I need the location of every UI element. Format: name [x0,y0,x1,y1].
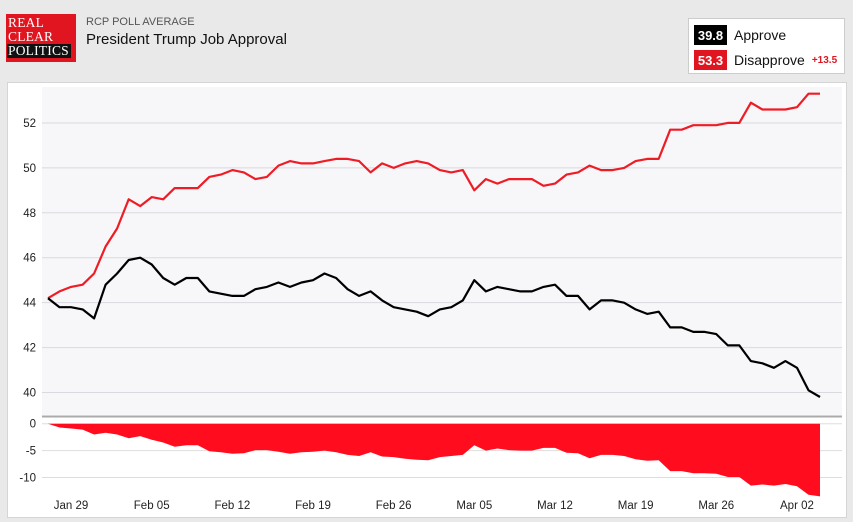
x-tick-label: Mar 19 [618,500,654,512]
logo-line-2: CLEAR [8,29,54,44]
disapprove-line [47,92,820,300]
approve-line [47,256,821,398]
x-tick-label: Apr 02 [780,500,814,512]
spread-value: +13.5 [811,54,838,66]
y-tick-label: 44 [23,298,36,310]
legend-disapprove: 53.3 Disapprove +13.5 [694,50,837,70]
legend: 39.8 Approve 53.3 Disapprove +13.5 [688,18,845,74]
x-tick-label: Feb 26 [376,500,412,512]
disapprove-value-badge: 53.3 [694,50,727,70]
spread-y-tick-label: -10 [19,473,36,485]
spread-area [48,423,820,497]
rcp-logo[interactable]: REAL CLEAR POLITICS [6,14,76,62]
y-tick-label: 46 [23,253,36,265]
approve-value-badge: 39.8 [694,25,727,45]
x-tick-label: Feb 05 [134,500,170,512]
main-grid [42,122,842,394]
chart-title: President Trump Job Approval [86,31,287,48]
x-tick-label: Mar 12 [537,500,573,512]
chart-panel: 40 42 44 46 48 50 52 0 -5 -10 Jan 29 Feb 05 Feb 12… [7,82,847,518]
main-y-axis: 40 42 44 46 48 50 52 [23,118,36,400]
x-tick-label: Mar 05 [456,500,492,512]
x-tick-label: Jan 29 [54,500,89,512]
main-plot-background [42,87,842,415]
y-tick-label: 40 [23,388,36,400]
x-axis: Jan 29 Feb 05 Feb 12 Feb 19 Feb 26 Mar 05 Mar … [54,500,814,512]
spread-y-tick-label: -5 [26,446,36,458]
y-tick-label: 48 [23,208,36,220]
logo-line-1: REAL [8,15,45,30]
spread-y-axis: 0 -5 -10 [19,419,36,485]
x-tick-label: Feb 12 [214,500,250,512]
logo-line-3: POLITICS [7,43,71,58]
y-tick-label: 50 [23,163,36,175]
approve-label: Approve [734,27,787,43]
y-tick-label: 42 [23,343,36,355]
legend-approve: 39.8 Approve [694,25,786,45]
chart-kicker: RCP POLL AVERAGE [86,16,195,28]
spread-y-tick-label: 0 [30,419,36,431]
approval-chart[interactable]: 40 42 44 46 48 50 52 0 -5 -10 Jan 29 Feb 05 Feb 12… [8,83,846,517]
x-tick-label: Mar 26 [698,500,734,512]
x-tick-label: Feb 19 [295,500,331,512]
y-tick-label: 52 [23,118,36,130]
disapprove-label: Disapprove [734,52,805,68]
